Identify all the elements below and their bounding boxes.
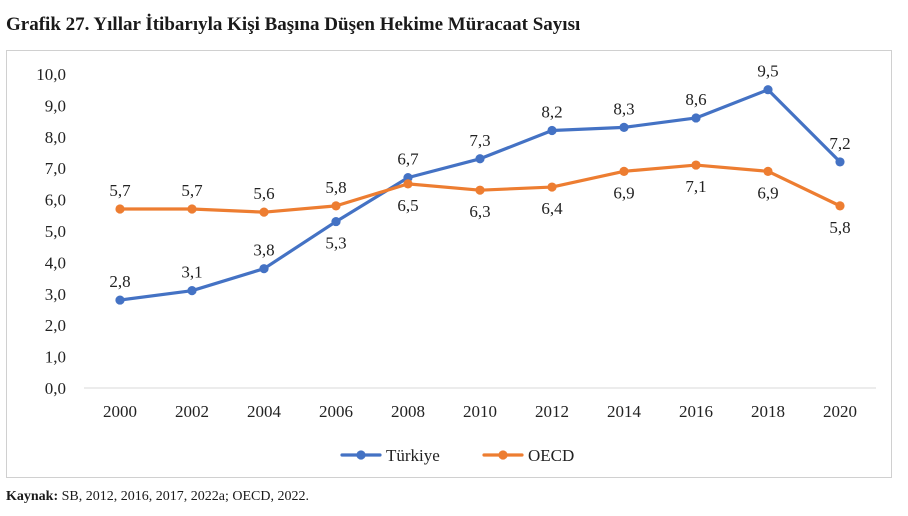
legend-entry: OECD (528, 446, 574, 465)
data-label: 7,3 (469, 131, 490, 150)
data-label: 6,5 (397, 196, 418, 215)
data-label: 5,8 (325, 178, 346, 197)
x-tick-label: 2010 (463, 402, 497, 421)
data-label: 5,7 (109, 181, 131, 200)
y-tick-label: 9,0 (45, 96, 66, 115)
data-label: 6,3 (469, 202, 490, 221)
x-tick-label: 2012 (535, 402, 569, 421)
y-tick-label: 4,0 (45, 253, 66, 272)
x-tick-label: 2014 (607, 402, 642, 421)
data-point (763, 166, 773, 176)
data-point (259, 207, 269, 217)
data-label: 6,7 (397, 150, 419, 169)
x-tick-label: 2000 (103, 402, 137, 421)
y-tick-label: 8,0 (45, 128, 66, 147)
data-label: 5,3 (325, 234, 346, 253)
x-tick-label: 2002 (175, 402, 209, 421)
data-point (115, 295, 125, 305)
x-tick-label: 2018 (751, 402, 785, 421)
data-label: 2,8 (109, 272, 130, 291)
data-label: 9,5 (757, 62, 778, 81)
data-point (691, 113, 701, 123)
series-line-t-rkiye (118, 88, 842, 302)
x-tick-label: 2004 (247, 402, 282, 421)
source-text: SB, 2012, 2016, 2017, 2022a; OECD, 2022. (61, 489, 309, 504)
data-label: 5,6 (253, 184, 274, 203)
data-point (763, 85, 773, 95)
y-tick-label: 0,0 (45, 379, 66, 398)
y-tick-label: 1,0 (45, 348, 66, 367)
data-label: 8,2 (541, 103, 562, 122)
data-point (331, 216, 341, 227)
data-point (835, 201, 845, 211)
y-tick-label: 10,0 (36, 65, 66, 84)
data-label: 8,6 (685, 90, 706, 109)
data-point (187, 204, 197, 214)
x-tick-label: 2006 (319, 402, 353, 421)
legend-entry: Türkiye (386, 446, 440, 465)
data-point (331, 201, 341, 211)
data-label: 5,7 (181, 181, 203, 200)
axis-layer: 0,0 1,0 2,0 3,0 4,0 5,0 6,0 7,0 8,0 9,0 10,0 2000 20… (36, 65, 876, 421)
legend-marker (498, 450, 508, 460)
chart-frame (6, 50, 892, 478)
data-point (187, 286, 197, 296)
data-point (259, 264, 269, 274)
source-note: Kaynak: SB, 2012, 2016, 2017, 2022a; OEC… (6, 489, 309, 505)
data-label: 6,9 (613, 183, 634, 202)
x-tick-label: 2016 (679, 402, 713, 421)
data-label: 3,1 (181, 263, 202, 282)
data-point (835, 157, 845, 167)
y-tick-label: 2,0 (45, 316, 66, 335)
data-label: 8,3 (613, 99, 634, 118)
legend: Türkiye OECD (340, 446, 574, 465)
data-point (475, 154, 485, 164)
chart-title: Grafik 27. Yıllar İtibarıyla Kişi Başına… (6, 14, 581, 35)
data-point (547, 125, 557, 136)
y-tick-label: 7,0 (45, 159, 66, 178)
data-point (691, 160, 701, 170)
data-point (619, 122, 629, 132)
y-tick-label: 3,0 (45, 285, 66, 304)
data-label: 6,9 (757, 183, 778, 202)
series-layer (115, 85, 845, 305)
data-label: 7,1 (685, 177, 706, 196)
data-label: 6,4 (541, 199, 563, 218)
data-point (619, 166, 629, 176)
source-label: Kaynak: (6, 489, 59, 504)
data-label: 7,2 (829, 134, 850, 153)
data-point (115, 204, 125, 214)
x-tick-label: 2020 (823, 402, 857, 421)
y-tick-label: 5,0 (45, 222, 66, 241)
data-point (475, 185, 485, 195)
data-point (403, 179, 413, 189)
data-label: 3,8 (253, 241, 274, 260)
data-label-layer: 2,8 3,1 3,8 5,3 6,7 7,3 8,2 8,3 8,6 9,5 7,2 5,7 5,7 5… (109, 62, 850, 291)
legend-marker (356, 450, 366, 460)
y-tick-label: 6,0 (45, 191, 66, 210)
data-point (547, 182, 557, 192)
x-tick-label: 2008 (391, 402, 425, 421)
data-label: 5,8 (829, 218, 850, 237)
